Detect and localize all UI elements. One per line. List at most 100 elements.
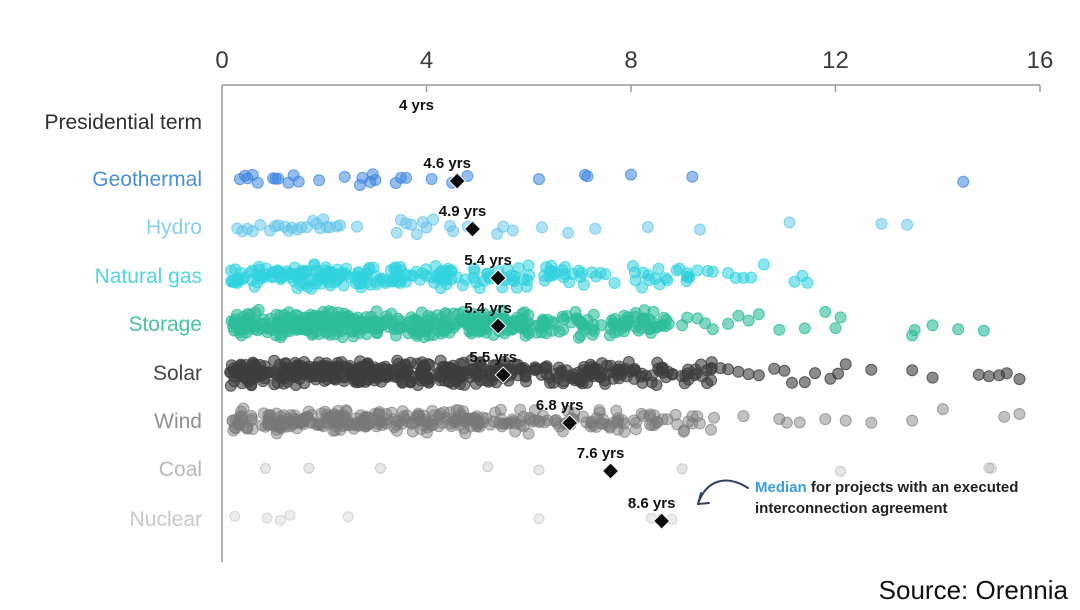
data-point: [691, 264, 704, 277]
data-point: [906, 414, 919, 427]
data-point: [452, 308, 465, 321]
data-point: [706, 323, 719, 336]
data-point: [328, 312, 341, 325]
data-point: [506, 224, 519, 237]
data-point: [388, 368, 401, 381]
data-point: [441, 322, 454, 334]
data-point: [540, 361, 552, 374]
data-point: [349, 271, 362, 283]
data-point: [224, 379, 237, 392]
data-point: [752, 369, 765, 382]
data-point: [434, 354, 447, 367]
data-point: [330, 420, 342, 433]
row-label-presidential-term: Presidential term: [44, 111, 202, 134]
data-point: [972, 368, 985, 381]
data-point: [780, 416, 793, 429]
data-point: [415, 364, 428, 377]
median-diamond-geothermal: [448, 172, 466, 190]
data-point: [669, 408, 682, 421]
median-value-wind: 6.8 yrs: [536, 397, 584, 414]
data-point: [580, 416, 593, 429]
data-point: [778, 364, 791, 377]
row-label-natural-gas: Natural gas: [95, 265, 202, 288]
data-point: [819, 413, 832, 426]
data-point: [529, 364, 542, 377]
median-annotation-line1: Median for projects with an executed: [755, 479, 1018, 496]
data-point: [478, 274, 491, 287]
data-point: [508, 415, 520, 428]
data-point: [307, 327, 320, 340]
data-point: [246, 356, 259, 369]
data-point: [798, 322, 811, 335]
data-point: [757, 258, 770, 271]
data-point: [274, 316, 287, 329]
data-point: [359, 276, 372, 289]
annotation: Median for projects with an executed inte…: [697, 479, 1018, 517]
data-point: [227, 275, 240, 287]
data-point: [473, 325, 486, 338]
data-point: [742, 368, 755, 381]
row-label-storage: Storage: [128, 313, 202, 336]
data-point: [419, 374, 432, 386]
data-point: [798, 376, 811, 389]
medians: 4 yrs 4.6 yrs 4.9 yrs 5.4 yrs 5.4 yrs 5.5 yrs…: [399, 97, 675, 530]
data-point: [522, 309, 535, 322]
data-point: [482, 461, 494, 473]
data-point: [390, 226, 403, 239]
data-point: [587, 308, 600, 321]
data-point: [694, 223, 706, 236]
data-point: [275, 422, 288, 435]
dots-storage: [225, 303, 990, 344]
data-point: [420, 221, 433, 234]
data-point: [572, 264, 585, 277]
data-point: [395, 264, 408, 277]
data-point: [608, 277, 621, 289]
data-point: [618, 309, 631, 322]
data-point: [677, 425, 690, 438]
data-point: [875, 217, 888, 230]
data-point: [305, 408, 318, 421]
data-point: [461, 413, 474, 426]
data-point: [347, 422, 360, 435]
data-point: [404, 321, 417, 334]
data-point: [510, 316, 523, 329]
data-point: [305, 282, 318, 295]
data-point: [420, 322, 433, 335]
data-point: [313, 174, 326, 187]
data-point: [1013, 408, 1026, 420]
data-point: [678, 377, 691, 390]
data-point: [819, 305, 832, 318]
data-point: [255, 269, 268, 282]
data-point: [650, 379, 663, 391]
data-point: [474, 357, 487, 370]
data-point: [466, 363, 479, 376]
median-diamond-wind: [560, 414, 579, 432]
data-point: [936, 403, 949, 416]
data-point: [261, 366, 274, 379]
data-point: [246, 225, 259, 238]
data-point: [528, 404, 541, 417]
data-point: [639, 369, 652, 382]
data-point: [773, 323, 786, 336]
annotation-arrowhead: [697, 492, 710, 505]
data-point: [906, 364, 919, 377]
data-point: [680, 275, 693, 288]
data-point: [367, 261, 380, 274]
data-point: [479, 314, 492, 327]
data-point: [229, 510, 241, 522]
row-labels: Presidential term Geothermal Hydro Natural …: [44, 111, 202, 531]
data-point: [1013, 373, 1026, 386]
data-point: [652, 262, 665, 275]
dots-hydro: [231, 213, 914, 241]
data-point: [637, 266, 650, 279]
data-point: [375, 375, 388, 388]
median-value-presidential-term: 4 yrs: [399, 97, 434, 114]
data-point: [629, 423, 642, 436]
data-point: [532, 415, 545, 427]
data-point: [586, 328, 599, 341]
data-point: [426, 404, 439, 417]
data-point: [625, 168, 637, 181]
data-point: [555, 364, 568, 377]
dots-coal: [260, 461, 997, 477]
data-point: [393, 320, 406, 333]
